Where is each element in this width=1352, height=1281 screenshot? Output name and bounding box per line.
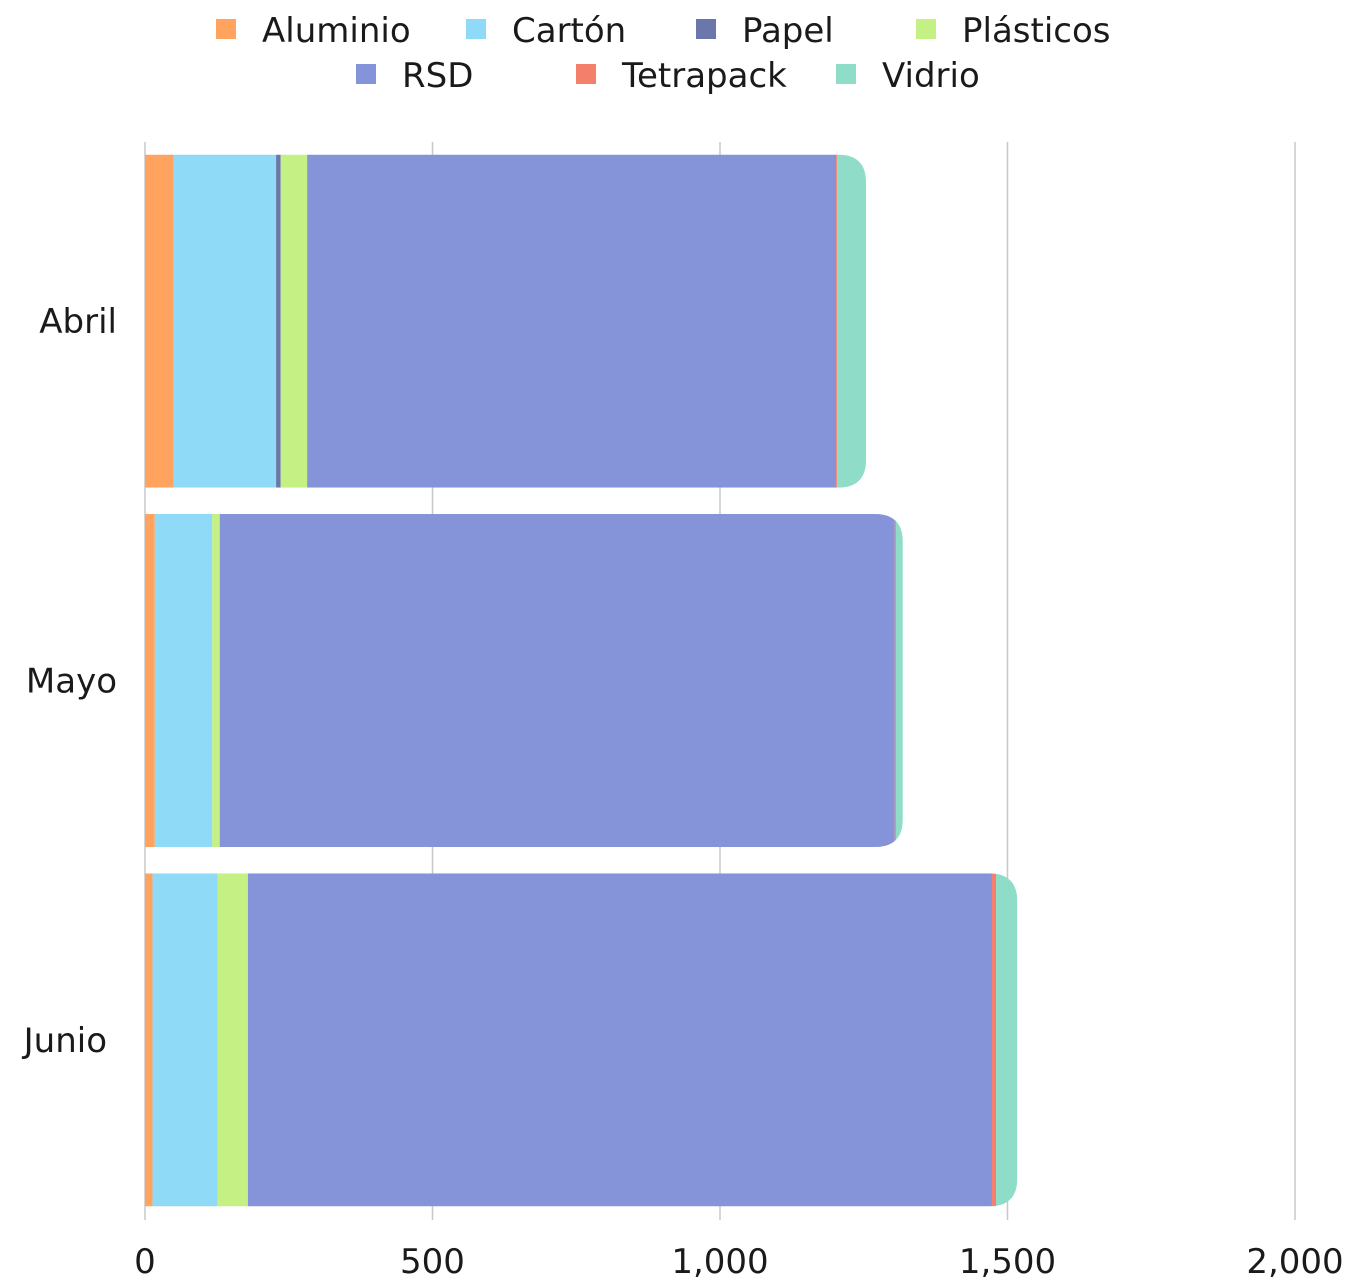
legend-item-rsd: RSD <box>356 56 473 96</box>
bar-group-junio <box>145 873 1018 1207</box>
legend-swatch-tetrapack <box>576 64 596 84</box>
category-label-abril: Abril <box>39 302 117 342</box>
legend-label-papel: Papel <box>742 11 834 51</box>
legend-item-aluminio: Aluminio <box>216 11 411 51</box>
bar-junio-vidrio <box>996 873 1018 1207</box>
category-label-junio: Junio <box>22 1021 107 1061</box>
x-tick-label-500: 500 <box>400 1242 465 1281</box>
bar-abril-tetrapack <box>836 154 838 488</box>
bars <box>145 154 1018 1207</box>
bar-abril-vidrio <box>837 154 867 488</box>
legend-label-plasticos: Plásticos <box>962 11 1110 51</box>
bar-abril-rsd <box>307 154 837 488</box>
legend-item-tetrapack: Tetrapack <box>576 56 787 96</box>
legend-label-carton: Cartón <box>512 11 626 51</box>
bar-mayo-aluminio <box>145 514 155 847</box>
x-tick-labels: 0 500 1,000 1,500 2,000 <box>134 1242 1343 1281</box>
bar-abril-papel <box>276 154 281 488</box>
bar-junio-rsd <box>247 873 992 1207</box>
bar-abril-plasticos <box>280 154 308 488</box>
legend-item-plasticos: Plásticos <box>916 11 1110 51</box>
bar-abril-aluminio <box>145 154 174 488</box>
bar-mayo-plasticos <box>212 514 220 847</box>
bar-mayo-carton <box>154 514 213 847</box>
legend-label-tetrapack: Tetrapack <box>621 56 787 96</box>
bar-junio-aluminio <box>145 873 153 1207</box>
legend-label-rsd: RSD <box>402 56 473 96</box>
bar-junio-plasticos <box>217 873 248 1207</box>
bar-group-mayo <box>145 514 903 847</box>
legend-item-carton: Cartón <box>466 11 626 51</box>
bar-abril-carton <box>173 154 277 488</box>
legend-item-papel: Papel <box>696 11 834 51</box>
bar-group-abril <box>145 154 867 488</box>
legend-swatch-plasticos <box>916 19 936 39</box>
category-label-mayo: Mayo <box>26 662 117 702</box>
legend-swatch-papel <box>696 19 716 39</box>
legend-label-aluminio: Aluminio <box>262 11 411 51</box>
bar-mayo-tetrapack <box>894 514 896 847</box>
legend-label-vidrio: Vidrio <box>882 56 980 96</box>
x-tick-label-2000: 2,000 <box>1246 1242 1343 1281</box>
bar-junio-carton <box>152 873 218 1207</box>
legend: Aluminio Cartón Papel Plásticos RSD Tetrapack… <box>216 11 1110 96</box>
legend-item-vidrio: Vidrio <box>836 56 980 96</box>
bar-mayo-rsd <box>219 514 895 847</box>
x-tick-label-1500: 1,500 <box>959 1242 1056 1281</box>
legend-swatch-aluminio <box>216 19 236 39</box>
bar-mayo-vidrio <box>895 514 903 847</box>
legend-swatch-carton <box>466 19 486 39</box>
legend-swatch-rsd <box>356 64 376 84</box>
bar-junio-tetrapack <box>991 873 996 1207</box>
category-labels: Abril Mayo Junio <box>22 302 117 1061</box>
x-tick-label-0: 0 <box>134 1242 156 1281</box>
x-tick-label-1000: 1,000 <box>671 1242 768 1281</box>
legend-swatch-vidrio <box>836 64 856 84</box>
